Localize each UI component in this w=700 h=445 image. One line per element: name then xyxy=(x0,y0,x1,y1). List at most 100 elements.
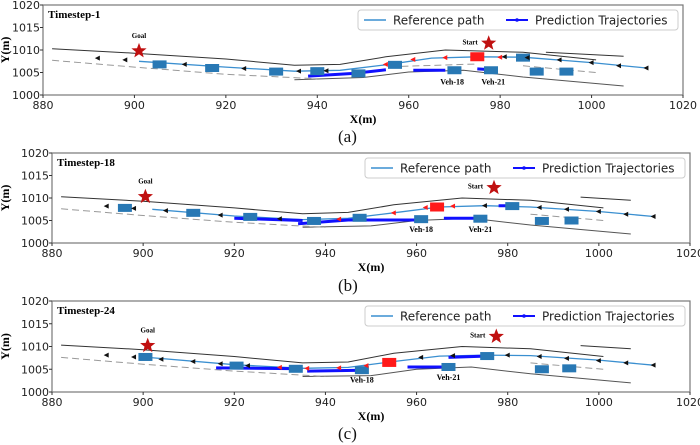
vehicle xyxy=(447,66,462,75)
direction-arrow-icon xyxy=(623,360,629,366)
x-tick-label: 940 xyxy=(315,247,336,260)
x-tick-label: 940 xyxy=(307,99,328,112)
direction-arrow-icon xyxy=(217,212,223,218)
direction-arrow-icon xyxy=(595,209,601,214)
y-tick-label: 1020 xyxy=(12,0,40,12)
vehicle xyxy=(473,214,488,223)
lane-divider xyxy=(390,63,478,68)
goal-star-icon xyxy=(131,42,147,58)
direction-arrow-icon xyxy=(563,206,569,212)
start-label: Start xyxy=(470,331,486,339)
x-tick-label: 980 xyxy=(497,396,518,409)
legend: Reference path Prediction Trajectories xyxy=(364,157,686,179)
vehicle xyxy=(152,60,167,69)
vehicle xyxy=(229,361,244,370)
legend: Reference path Prediction Trajectories xyxy=(364,305,686,327)
planned-arrow-icon xyxy=(304,365,310,371)
x-tick-label: 1020 xyxy=(669,99,697,112)
x-tick-label: 880 xyxy=(42,396,63,409)
y-tick-label: 1000 xyxy=(21,386,49,399)
legend-reference-label: Reference path xyxy=(393,14,485,28)
vehicle xyxy=(529,67,544,76)
road-boundary-upper-segment xyxy=(580,345,631,350)
start-star-icon xyxy=(481,35,497,50)
direction-arrow-icon xyxy=(643,65,649,71)
x-tick-label: 960 xyxy=(406,396,427,409)
direction-arrow-icon xyxy=(536,204,542,210)
direction-arrow-icon xyxy=(276,216,282,222)
x-axis-label: X(m) xyxy=(358,409,385,423)
y-tick-label: 1000 xyxy=(12,89,40,102)
direction-arrow-icon xyxy=(623,211,629,217)
planned-arrow-icon xyxy=(422,204,428,210)
vehicle-label: Veh-18 xyxy=(409,225,433,234)
y-tick-label: 1020 xyxy=(21,147,49,160)
x-tick-label: 900 xyxy=(133,396,154,409)
ego-vehicle xyxy=(470,52,485,62)
direction-arrow-icon xyxy=(241,65,247,71)
planned-arrow-icon xyxy=(497,54,503,60)
vehicle xyxy=(351,69,366,78)
direction-arrow-icon xyxy=(158,356,164,362)
vehicle xyxy=(186,208,201,217)
direction-arrow-icon xyxy=(418,354,424,360)
direction-arrow-icon xyxy=(162,208,168,214)
vehicle xyxy=(269,67,284,76)
vehicle xyxy=(354,366,369,375)
direction-arrow-icon xyxy=(296,68,301,74)
vehicle-label: Veh-21 xyxy=(481,78,505,87)
direction-arrow-icon xyxy=(588,60,594,66)
planned-arrow-icon xyxy=(410,56,416,62)
lane-divider xyxy=(61,208,326,228)
y-axis-label: Y(m) xyxy=(0,333,12,360)
vehicle xyxy=(564,216,579,225)
direction-arrow-icon xyxy=(524,55,530,61)
legend-reference-label: Reference path xyxy=(400,310,492,324)
direction-arrow-icon xyxy=(103,352,109,358)
goal-label: Goal xyxy=(132,32,146,40)
direction-arrow-icon xyxy=(481,203,487,209)
vehicle xyxy=(414,215,429,224)
direction-arrow-icon xyxy=(650,362,656,368)
panel-title: Timestep-18 xyxy=(57,157,115,169)
x-tick-label: 900 xyxy=(133,247,154,260)
x-tick-label: 920 xyxy=(224,247,245,260)
direction-arrow-icon xyxy=(616,63,621,69)
direction-arrow-icon xyxy=(94,55,100,61)
vehicle xyxy=(516,53,530,62)
y-tick-label: 1005 xyxy=(12,67,40,80)
x-tick-label: 1020 xyxy=(676,247,700,260)
direction-arrow-icon xyxy=(556,57,562,63)
y-tick-label: 1015 xyxy=(21,170,49,183)
direction-arrow-icon xyxy=(501,54,507,60)
direction-arrow-icon xyxy=(122,57,128,63)
direction-arrow-icon xyxy=(190,359,196,365)
caption-a: (a) xyxy=(338,127,357,146)
x-tick-label: 900 xyxy=(124,99,145,112)
vehicle-label: Veh-18 xyxy=(350,375,374,384)
x-tick-label: 880 xyxy=(33,99,54,112)
planned-arrow-icon xyxy=(336,216,342,222)
goal-star-icon xyxy=(137,188,153,204)
direction-arrow-icon xyxy=(536,354,542,360)
planned-arrow-icon xyxy=(363,363,369,369)
vehicle-label: Veh-21 xyxy=(469,225,493,234)
direction-arrow-icon xyxy=(217,361,223,367)
vehicle xyxy=(243,212,258,221)
direction-arrow-icon xyxy=(595,358,601,364)
caption-b: (b) xyxy=(338,276,358,295)
direction-arrow-icon xyxy=(131,354,137,360)
ego-vehicle xyxy=(382,357,397,367)
planned-arrow-icon xyxy=(390,210,396,216)
vehicle xyxy=(307,216,322,225)
vehicle xyxy=(534,365,549,374)
direction-arrow-icon xyxy=(650,213,656,219)
start-label: Start xyxy=(468,183,484,191)
y-tick-label: 1015 xyxy=(21,318,49,331)
direction-arrow-icon xyxy=(323,68,329,74)
y-tick-label: 1005 xyxy=(21,363,49,376)
y-tick-label: 1010 xyxy=(21,341,49,354)
x-tick-label: 960 xyxy=(406,247,427,260)
vehicle-label: Veh-21 xyxy=(437,373,461,382)
direction-arrow-icon xyxy=(244,363,250,369)
